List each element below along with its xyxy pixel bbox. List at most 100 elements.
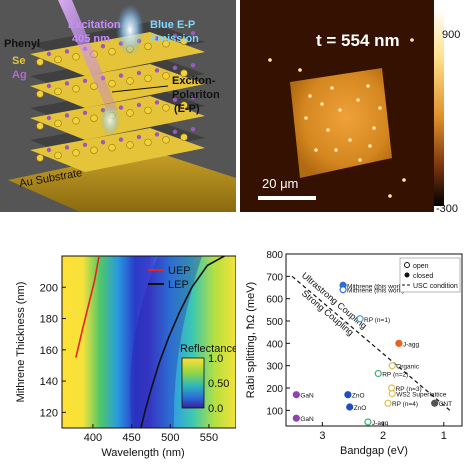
ag-atom bbox=[46, 147, 52, 153]
se-atom bbox=[54, 55, 62, 64]
data-point-label: RP (n=1) bbox=[364, 317, 390, 324]
se-atom bbox=[162, 136, 170, 144]
y-tick-label: 400 bbox=[266, 339, 283, 350]
data-point-label: Mithrene (this work) bbox=[347, 283, 404, 290]
colorbar bbox=[434, 8, 444, 206]
se-label: Se bbox=[12, 55, 25, 67]
heatmap-legend: UEP LEP bbox=[148, 265, 191, 291]
heatmap-curves bbox=[75, 256, 225, 428]
y-axis-label: Rabi splitting, ħΩ (meV) bbox=[245, 282, 257, 398]
scalebar-label: 20 μm bbox=[262, 176, 298, 191]
scatter-chart: 3 2 1 100 200 300 400 500 600 700 800 Bandgap (eV) R… bbox=[245, 250, 463, 457]
se-atom bbox=[36, 154, 44, 162]
data-point-label: J-agg bbox=[403, 341, 420, 348]
data-point-label: WS2 Superlattice bbox=[396, 392, 447, 399]
afm-speckle bbox=[308, 94, 312, 98]
legend-closed-swatch bbox=[404, 272, 410, 278]
x-tick-label: 400 bbox=[84, 432, 102, 444]
x-tick-label: 550 bbox=[200, 432, 218, 444]
data-point-label: RP (n=4) bbox=[392, 401, 418, 408]
data-point-label: RP (n=3) bbox=[396, 386, 422, 393]
scatter-legend: open closed USC condition bbox=[399, 257, 461, 293]
ag-atom bbox=[172, 33, 178, 38]
afm-speckle bbox=[314, 148, 318, 152]
panel-c-heatmap: 400 450 500 550 120 140 160 180 200 Wavelength (n… bbox=[0, 248, 236, 468]
x-tick-label: 1 bbox=[441, 430, 447, 442]
se-atom bbox=[108, 79, 116, 88]
ag-atom bbox=[172, 97, 178, 103]
ag-atom bbox=[154, 100, 160, 105]
ag-atom bbox=[100, 140, 106, 145]
ag-atom bbox=[118, 105, 124, 110]
afm-speckle bbox=[320, 102, 324, 106]
heatmap-band bbox=[129, 256, 202, 428]
data-point-label: RP (n=2) bbox=[382, 372, 408, 379]
y-tick-label: 800 bbox=[266, 250, 283, 261]
ag-atom bbox=[136, 102, 142, 108]
afm-speckle bbox=[326, 128, 330, 132]
legend-label-lep: LEP bbox=[168, 279, 189, 291]
data-point bbox=[395, 339, 403, 347]
heatmap-axes: 400 450 500 550 120 140 160 180 200 Wavelength (n… bbox=[15, 255, 236, 459]
afm-svg: t = 554 nm 20 μm 900 -300 bbox=[240, 0, 460, 212]
se-atom bbox=[144, 74, 152, 83]
afm-speckle bbox=[358, 158, 362, 162]
phenyl-label: Phenyl bbox=[4, 38, 40, 50]
ag-atom bbox=[46, 115, 52, 121]
ag-atom bbox=[118, 137, 124, 142]
data-point-label: GaN bbox=[300, 416, 314, 423]
afm-speckle bbox=[268, 58, 272, 62]
ag-atom bbox=[154, 132, 160, 137]
afm-speckle bbox=[298, 68, 302, 72]
data-point bbox=[388, 362, 396, 370]
afm-speckle bbox=[388, 194, 392, 198]
se-atom bbox=[54, 87, 62, 96]
ep-label-2: Polariton bbox=[172, 89, 220, 101]
colorbar-tick-label: 0.50 bbox=[208, 378, 229, 390]
y-tick-label: 120 bbox=[40, 407, 58, 419]
wavelength-label: 405 nm bbox=[72, 33, 110, 45]
ag-atom bbox=[190, 127, 196, 132]
scatter-points: Mithrene (this work)Mithrene (this work)… bbox=[292, 281, 452, 427]
y-tick-label: 100 bbox=[266, 406, 283, 417]
se-atom bbox=[72, 53, 80, 61]
se-atom bbox=[180, 133, 188, 141]
se-atom bbox=[126, 77, 134, 85]
y-tick-label: 140 bbox=[40, 376, 58, 388]
ag-atom bbox=[82, 142, 88, 147]
ep-pointer bbox=[111, 85, 169, 93]
se-atom bbox=[90, 146, 98, 154]
se-atom bbox=[90, 114, 98, 122]
se-atom bbox=[36, 90, 44, 98]
ag-atom bbox=[82, 110, 88, 116]
data-point-label: Organic bbox=[396, 364, 420, 371]
colorbar-tick-label: 0.0 bbox=[208, 403, 223, 415]
se-atom bbox=[180, 101, 188, 109]
afm-speckle bbox=[378, 106, 382, 110]
data-point bbox=[356, 315, 364, 323]
se-atom bbox=[144, 106, 152, 115]
legend-open-swatch bbox=[404, 262, 410, 268]
data-point bbox=[339, 286, 347, 294]
excitation-beam bbox=[58, 0, 118, 112]
colorbar-min: -300 bbox=[436, 203, 458, 212]
ag-atom bbox=[154, 68, 160, 73]
ag-atom bbox=[46, 51, 52, 57]
ag-atom bbox=[172, 65, 178, 71]
data-point bbox=[431, 399, 439, 407]
afm-speckle bbox=[368, 144, 372, 148]
se-atom bbox=[108, 47, 116, 56]
emission-glow bbox=[116, 4, 144, 56]
ag-atom bbox=[136, 134, 142, 140]
x-tick-label: 3 bbox=[319, 430, 325, 442]
data-point bbox=[364, 418, 372, 426]
se-atom bbox=[144, 138, 152, 147]
data-point-label: Mithrene (this work) bbox=[347, 288, 404, 295]
x-tick-label: 500 bbox=[161, 432, 179, 444]
ag-atom bbox=[172, 129, 178, 134]
ag-atom bbox=[190, 95, 196, 100]
afm-speckle bbox=[338, 108, 342, 112]
se-atom bbox=[126, 109, 134, 117]
legend-usc-label: USC condition bbox=[413, 283, 458, 290]
